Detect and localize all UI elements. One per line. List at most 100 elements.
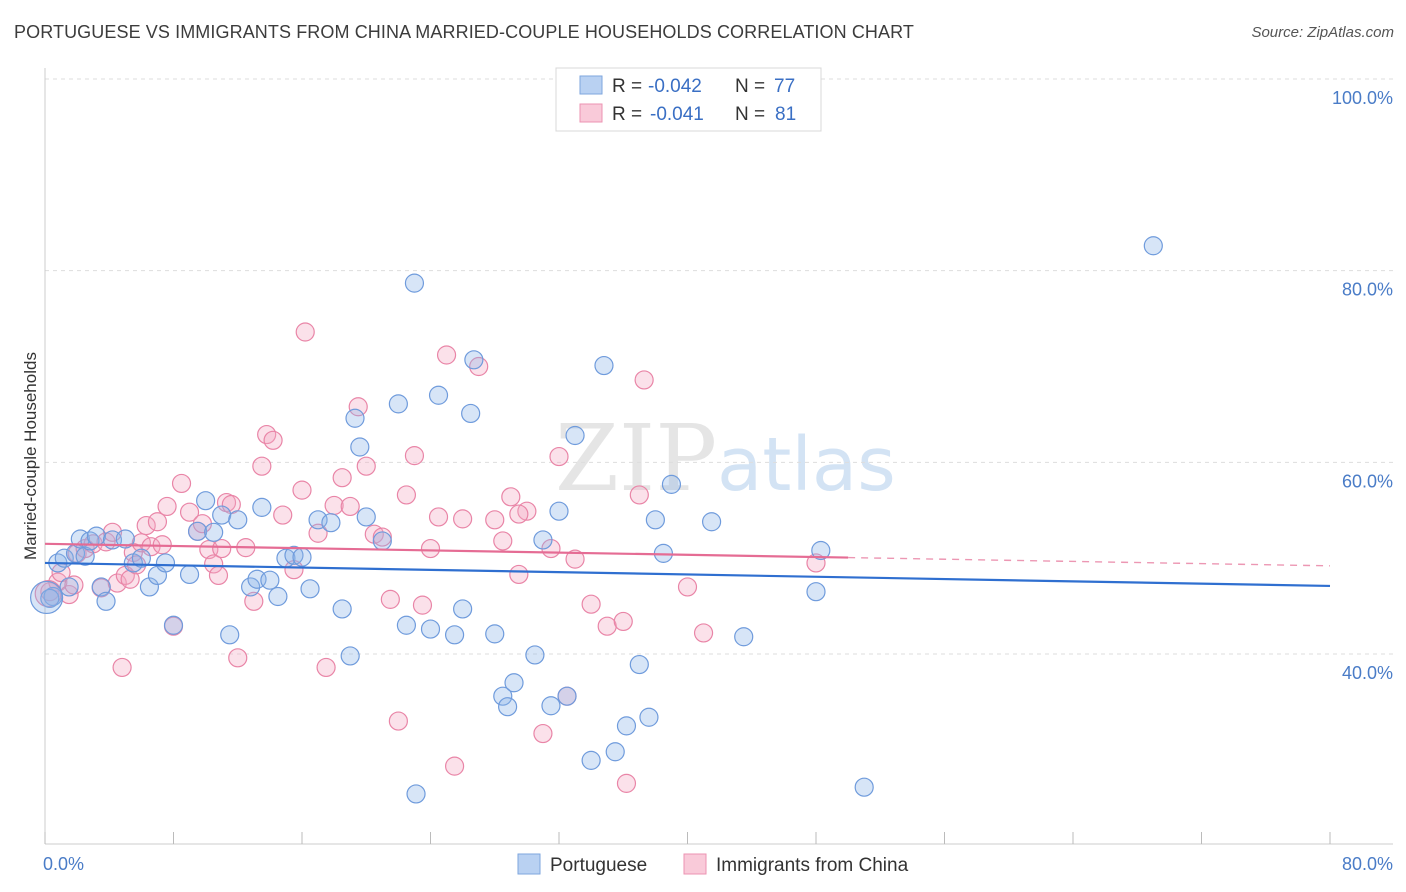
portuguese-point-44 — [396, 615, 417, 635]
watermark-atlas: atlas — [717, 422, 896, 508]
source-label: Source: ZipAtlas.com — [1251, 24, 1394, 41]
grid — [45, 78, 1393, 655]
china-point-20 — [147, 512, 168, 532]
china-point-55 — [396, 485, 417, 505]
legend-swatch-portuguese — [579, 75, 603, 95]
portuguese-point-9 — [91, 577, 111, 597]
bottom-legend: Portuguese Immigrants from China — [517, 853, 909, 876]
legend-n-value-2: 81 — [775, 104, 796, 125]
china-point-31 — [212, 538, 232, 559]
series-immigrants-from-china — [34, 322, 826, 793]
legend-n-label-2: N = — [735, 104, 765, 125]
portuguese-point-52 — [485, 624, 505, 644]
china-point-22 — [157, 496, 177, 517]
portuguese-point-76 — [1143, 236, 1163, 256]
china-point-57 — [412, 595, 433, 615]
china-point-45 — [316, 657, 336, 678]
portuguese-point-41 — [356, 507, 376, 527]
portuguese-point-67 — [639, 707, 659, 727]
legend-n-label-1: N = — [735, 76, 765, 97]
china-point-53 — [380, 589, 400, 609]
x-ticks — [44, 832, 1331, 844]
portuguese-point-20 — [187, 521, 208, 541]
portuguese-point-12 — [115, 529, 135, 549]
bottom-legend-swatch-china — [683, 853, 707, 875]
china-point-83 — [509, 504, 529, 524]
trend-lines — [44, 542, 1331, 588]
portuguese-point-15 — [139, 577, 160, 597]
y-axis-label: Married-couple Households — [21, 352, 40, 560]
china-point-46 — [324, 495, 344, 516]
watermark: ZIP atlas — [555, 405, 896, 512]
portuguese-point-6 — [75, 546, 95, 566]
china-point-42 — [292, 480, 312, 500]
legend-swatch-china — [579, 103, 603, 123]
portuguese-point-38 — [340, 646, 360, 666]
portuguese-point-68 — [645, 510, 665, 530]
china-point-61 — [444, 756, 465, 776]
portuguese-point-21 — [196, 491, 216, 511]
trend-line-china — [44, 542, 849, 559]
portuguese-point-70 — [661, 474, 682, 494]
portuguese-point-62 — [581, 750, 601, 770]
portuguese-point-58 — [541, 696, 561, 716]
china-point-37 — [252, 456, 272, 476]
portuguese-point-17 — [155, 553, 176, 573]
portuguese-point-37 — [332, 599, 352, 619]
portuguese-point-71 — [701, 512, 722, 532]
portuguese-point-60 — [557, 686, 577, 706]
china-point-24 — [171, 473, 192, 494]
china-point-73 — [565, 549, 585, 569]
china-point-60 — [436, 345, 457, 365]
portuguese-point-64 — [605, 742, 625, 762]
china-point-74 — [581, 594, 601, 614]
china-point-58 — [420, 538, 441, 559]
china-point-67 — [509, 564, 529, 585]
china-point-11 — [107, 573, 127, 593]
portuguese-point-42 — [372, 531, 392, 551]
china-point-66 — [501, 487, 521, 507]
y-tick-label-60: 60.0% — [1342, 471, 1393, 491]
y-tick-label-80: 80.0% — [1342, 280, 1393, 300]
china-point-18 — [136, 515, 156, 536]
china-point-39 — [263, 430, 283, 450]
portuguese-point-63 — [594, 355, 614, 376]
portuguese-point-24 — [220, 625, 240, 645]
china-point-69 — [533, 723, 553, 744]
china-point-80 — [677, 577, 698, 597]
china-point-3 — [59, 584, 79, 605]
portuguese-point-29 — [260, 570, 280, 590]
china-point-50 — [356, 456, 376, 476]
china-point-34 — [228, 648, 248, 668]
portuguese-point-28 — [252, 497, 272, 517]
series-portuguese — [30, 236, 1163, 804]
portuguese-point-47 — [428, 385, 449, 405]
portuguese-point-46 — [420, 619, 441, 639]
legend-r-value-1: -0.042 — [648, 76, 702, 97]
portuguese-point-cluster — [30, 580, 64, 615]
legend-r-label-2: R = — [612, 104, 642, 125]
portuguese-point-3 — [59, 577, 79, 597]
portuguese-point-59 — [549, 501, 569, 521]
x-tick-label-max: 80.0% — [1342, 854, 1393, 874]
portuguese-point-77 — [40, 588, 60, 609]
china-point-14 — [120, 569, 140, 589]
portuguese-point-34 — [300, 579, 320, 599]
portuguese-point-45 — [404, 273, 425, 293]
legend-r-value-2: -0.041 — [650, 104, 704, 125]
china-point-75 — [597, 616, 617, 636]
watermark-zip: ZIP — [555, 405, 717, 512]
portuguese-point-25 — [228, 510, 248, 530]
portuguese-point-14 — [131, 548, 151, 568]
portuguese-point-33 — [292, 547, 312, 567]
portuguese-point-72 — [734, 627, 754, 647]
china-point-81 — [693, 623, 714, 643]
portuguese-point-75 — [854, 777, 874, 797]
portuguese-point-36 — [321, 513, 341, 533]
portuguese-point-19 — [179, 564, 200, 585]
portuguese-point-43 — [388, 394, 408, 414]
portuguese-point-73 — [806, 582, 826, 602]
stats-legend: R = -0.042 N = 77 R = -0.041 N = 81 — [555, 67, 822, 132]
portuguese-point-53 — [493, 686, 513, 706]
